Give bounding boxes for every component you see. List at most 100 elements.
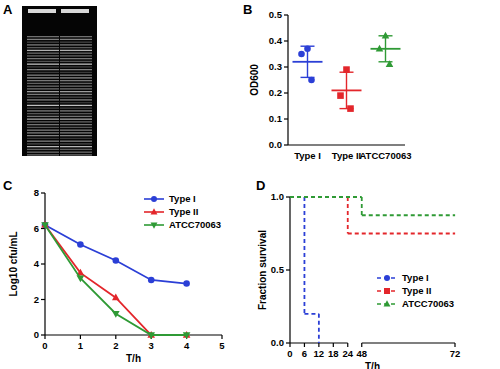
data-point — [77, 276, 85, 283]
gel-band — [27, 58, 59, 59]
y-tick-label: 0 — [34, 329, 39, 340]
gel-band — [60, 44, 92, 45]
data-point — [343, 66, 350, 73]
gel-band — [60, 83, 92, 84]
gel-band — [60, 91, 92, 92]
survival-step — [362, 214, 455, 216]
y-tick-label: 0.2 — [269, 87, 282, 98]
gel-band — [27, 121, 59, 122]
gel-band — [60, 58, 92, 59]
gel-band — [60, 36, 92, 37]
gel-band — [60, 119, 92, 120]
data-point — [183, 332, 191, 339]
survival-drop — [347, 197, 349, 234]
gel-band — [60, 108, 92, 109]
data-point — [41, 222, 49, 229]
x-tick-label: 12 — [314, 348, 325, 359]
x-tick — [221, 335, 222, 339]
gel-band — [60, 42, 92, 43]
gel-band — [60, 80, 92, 81]
gel-band — [60, 53, 92, 54]
gel-band — [27, 83, 59, 84]
data-point — [112, 311, 120, 318]
plot-area — [41, 221, 190, 339]
survival-drop — [304, 197, 306, 314]
x-axis-label: T/h — [126, 353, 141, 364]
x-tick-label: 6 — [302, 348, 307, 359]
data-line — [45, 225, 187, 335]
data-point — [147, 332, 155, 339]
figure: AB0.00.10.20.30.40.5OD600Type IType IIAT… — [0, 0, 500, 369]
y-tick — [284, 14, 288, 15]
x-tick-label: 4 — [184, 340, 190, 351]
data-point — [382, 32, 390, 39]
panel-label: D — [256, 178, 265, 193]
mean-line — [332, 90, 362, 92]
gel-band — [60, 61, 92, 62]
y-axis-label: OD600 — [249, 64, 260, 96]
panel-label: A — [3, 2, 13, 17]
x-tick — [80, 335, 81, 339]
gel-band — [27, 143, 59, 144]
x-tick-label: ATCC70063 — [359, 150, 411, 161]
gel-band — [27, 69, 59, 70]
y-tick — [284, 92, 288, 93]
gel-band — [60, 138, 92, 139]
gel-band — [27, 152, 59, 153]
gel-band — [60, 94, 92, 95]
legend: Type IType IIATCC70063 — [377, 272, 454, 309]
x-tick — [44, 335, 45, 339]
legend-marker — [384, 288, 390, 294]
gel-band — [27, 116, 59, 117]
gel-band — [27, 97, 59, 98]
y-tick — [284, 66, 288, 67]
gel-band — [60, 141, 92, 142]
x-axis — [288, 144, 405, 145]
gel-band — [60, 121, 92, 122]
gel-band — [27, 86, 59, 87]
survival-drop — [318, 314, 320, 343]
x-tick-label: 0 — [42, 340, 47, 351]
gel-well — [61, 9, 89, 13]
gel-band — [27, 47, 59, 48]
gel-band — [60, 69, 92, 70]
x-tick-label: Type I — [294, 150, 321, 161]
y-tick-label: 6 — [34, 223, 39, 234]
legend-label: ATCC70063 — [402, 298, 454, 309]
data-point — [347, 105, 354, 112]
legend-label: ATCC70063 — [169, 219, 221, 230]
gel-band — [27, 105, 59, 106]
x-tick-label: 18 — [328, 348, 339, 359]
panel-label: B — [243, 2, 252, 17]
data-point — [112, 294, 120, 301]
x-tick-label: 24 — [342, 348, 353, 359]
gel-band — [27, 66, 59, 67]
x-tick — [333, 343, 334, 347]
gel-band — [27, 99, 59, 100]
data-point — [113, 257, 120, 264]
gel-band — [27, 80, 59, 81]
gel-band — [27, 42, 59, 43]
gel-band — [27, 127, 59, 128]
gel-band — [60, 99, 92, 100]
data-point — [77, 241, 84, 248]
gel-band — [27, 64, 59, 65]
gel-band — [60, 86, 92, 87]
x-tick-label: 3 — [149, 340, 154, 351]
gel-band — [27, 44, 59, 45]
data-point — [183, 280, 190, 287]
legend-marker — [151, 208, 158, 214]
gel-band — [60, 77, 92, 78]
gel-background — [22, 6, 97, 156]
y-tick-label: 2 — [34, 294, 39, 305]
x-tick-label: 48 — [356, 348, 367, 359]
gel-band — [27, 132, 59, 133]
legend-label: Type II — [169, 206, 198, 217]
x-tick — [115, 335, 116, 339]
data-line — [45, 225, 187, 335]
gel-band — [27, 154, 59, 155]
data-point — [308, 77, 315, 84]
x-axis — [362, 342, 455, 343]
gel-band — [60, 124, 92, 125]
gel-band — [60, 130, 92, 131]
